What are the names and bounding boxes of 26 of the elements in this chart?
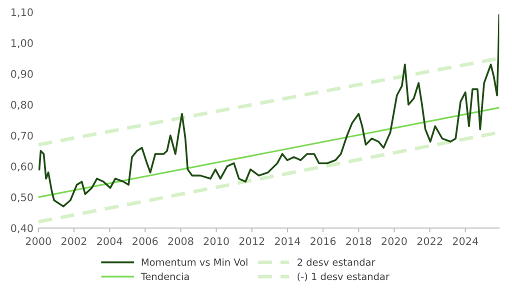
x-tick-label: 2018: [346, 237, 372, 246]
legend-label: (-) 1 desv estandar: [298, 272, 390, 282]
legend-label: Tendencia: [140, 272, 189, 280]
x-tick-label: 2020: [382, 237, 407, 246]
x-tick-label: 2012: [239, 237, 264, 246]
x-tick-label: 2022: [417, 237, 442, 246]
x-tick-label: 2004: [97, 237, 122, 246]
y-tick-label: 0,40: [11, 224, 33, 234]
x-tick-label: 2014: [274, 237, 300, 246]
legend-label: 2 desv estandar: [298, 258, 376, 266]
y-tick-label: 1,00: [11, 39, 33, 48]
x-tick-label: 2008: [168, 237, 194, 246]
y-tick-label: 0,90: [11, 70, 33, 79]
y-tick-label: 0,80: [11, 100, 33, 110]
y-tick-label: 0,60: [11, 162, 33, 172]
x-tick-label: 2016: [310, 237, 336, 246]
x-tick-label: 2000: [26, 237, 51, 246]
line-series: [38, 14, 500, 208]
y-tick-label: 0,70: [11, 132, 33, 141]
y-tick-label: 1,10: [11, 8, 33, 18]
x-tick-label: 2010: [204, 237, 229, 246]
x-tick-label: 2002: [61, 237, 86, 246]
x-tick-label: 2006: [132, 237, 158, 246]
x-tick-label: 2024: [452, 237, 478, 246]
legend-label: Momentum vs Min Vol: [142, 258, 248, 266]
y-tick-label: 0,50: [11, 193, 33, 202]
